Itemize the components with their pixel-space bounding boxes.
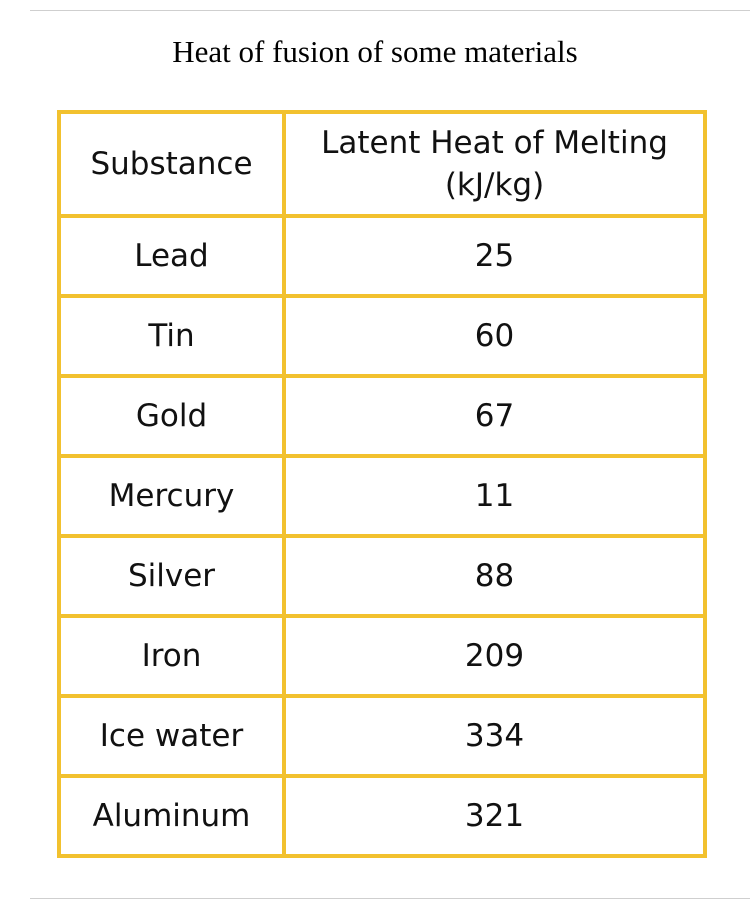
table-row: Iron 209: [57, 614, 707, 698]
column-header-latent-heat-line1: Latent Heat of Melting: [321, 125, 668, 161]
table-row: Lead 25: [57, 214, 707, 298]
table-title: Heat of fusion of some materials: [172, 34, 578, 69]
cell-latent-heat: 11: [282, 454, 707, 538]
cell-substance: Iron: [57, 614, 286, 698]
column-header-substance: Substance: [57, 110, 286, 218]
cell-substance: Silver: [57, 534, 286, 618]
cell-latent-heat: 25: [282, 214, 707, 298]
cell-substance: Aluminum: [57, 774, 286, 858]
cell-latent-heat: 334: [282, 694, 707, 778]
heat-of-fusion-table: Substance Latent Heat of Melting (kJ/kg)…: [57, 110, 707, 858]
bottom-divider: [30, 898, 750, 899]
cell-substance: Gold: [57, 374, 286, 458]
cell-substance: Tin: [57, 294, 286, 378]
table-row: Ice water 334: [57, 694, 707, 778]
cell-latent-heat: 67: [282, 374, 707, 458]
table-row: Silver 88: [57, 534, 707, 618]
table-row: Aluminum 321: [57, 774, 707, 858]
column-header-latent-heat-unit: (kJ/kg): [444, 167, 545, 203]
table-row: Mercury 11: [57, 454, 707, 538]
cell-latent-heat: 88: [282, 534, 707, 618]
column-header-latent-heat: Latent Heat of Melting (kJ/kg): [282, 110, 707, 218]
table-header-row: Substance Latent Heat of Melting (kJ/kg): [57, 110, 707, 218]
cell-substance: Lead: [57, 214, 286, 298]
cell-substance: Ice water: [57, 694, 286, 778]
cell-latent-heat: 209: [282, 614, 707, 698]
table-row: Tin 60: [57, 294, 707, 378]
cell-latent-heat: 321: [282, 774, 707, 858]
cell-substance: Mercury: [57, 454, 286, 538]
table-row: Gold 67: [57, 374, 707, 458]
cell-latent-heat: 60: [282, 294, 707, 378]
top-divider: [30, 10, 750, 11]
